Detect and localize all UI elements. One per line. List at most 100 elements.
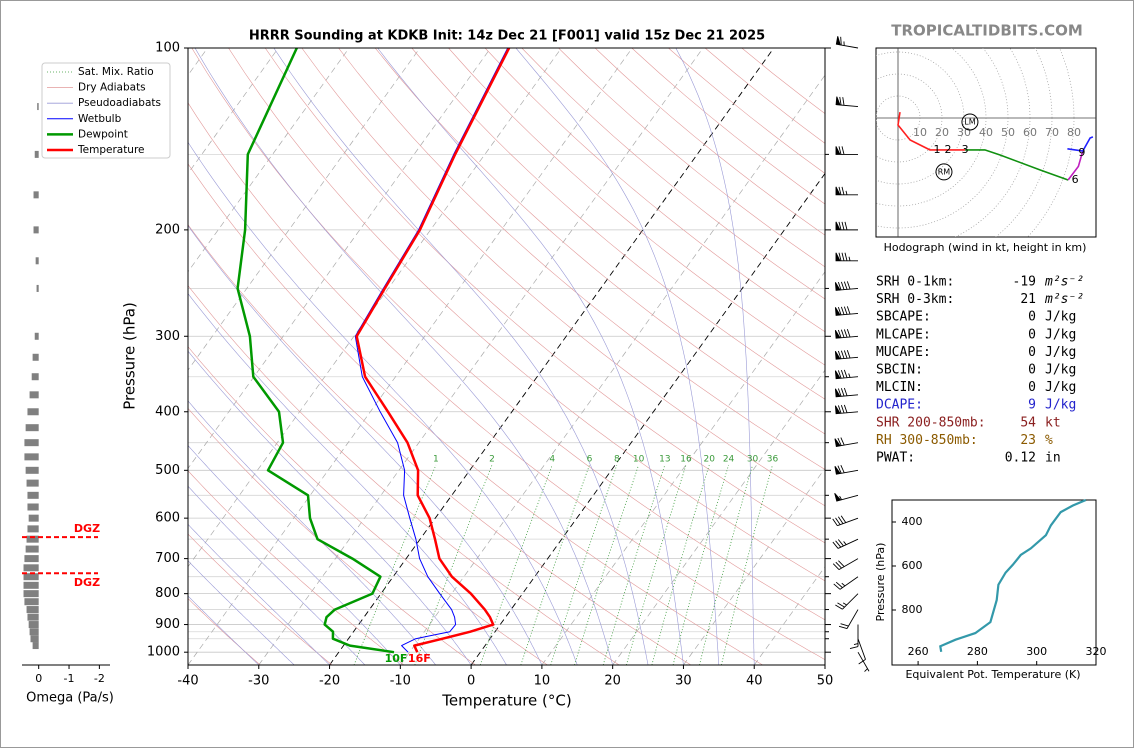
omega-tick-label: 0 bbox=[35, 672, 42, 685]
omega-bar bbox=[29, 628, 39, 636]
index-value: 0 bbox=[1028, 345, 1036, 360]
surface-temperature-label: 16F bbox=[408, 652, 431, 665]
dry-adiabat bbox=[338, 48, 825, 470]
y-tick-label: 400 bbox=[155, 404, 180, 419]
theta-e-x-tick-label: 300 bbox=[1026, 645, 1047, 658]
theta-e-frame bbox=[891, 499, 1097, 666]
wind-barb bbox=[834, 306, 859, 316]
omega-bar bbox=[27, 613, 39, 621]
omega-bar bbox=[34, 150, 39, 158]
x-tick-label: -20 bbox=[319, 674, 340, 689]
storm-motion-marker bbox=[935, 163, 953, 181]
dry-adiabat bbox=[188, 533, 333, 665]
wind-barb bbox=[838, 609, 859, 630]
omega-bar bbox=[23, 564, 39, 572]
omega-bar bbox=[24, 453, 39, 461]
index-unit: J/kg bbox=[1045, 345, 1076, 360]
omega-bar bbox=[23, 581, 39, 589]
hodograph-ring bbox=[954, 48, 1031, 237]
theta-e-y-tick-label: 800 bbox=[902, 603, 923, 616]
x-tick-label: -30 bbox=[248, 674, 269, 689]
highlight-isotherm bbox=[470, 172, 825, 665]
mixing-ratio-line bbox=[520, 464, 590, 665]
x-tick-label: 30 bbox=[675, 674, 692, 689]
mixing-ratio-line bbox=[602, 464, 666, 665]
hodograph-frame bbox=[875, 47, 1097, 238]
wind-barb bbox=[849, 624, 859, 649]
y-axis-label: Pressure (hPa) bbox=[121, 302, 139, 410]
theta-e-x-tick-label: 320 bbox=[1086, 645, 1107, 658]
y-tick-label: 500 bbox=[155, 463, 180, 478]
pseudoadiabat bbox=[188, 141, 578, 665]
y-tick-label: 900 bbox=[155, 617, 180, 632]
isotherm bbox=[188, 48, 633, 665]
y-tick-label: 200 bbox=[155, 222, 180, 237]
hodograph-ring-label: 50 bbox=[1001, 126, 1015, 139]
omega-bar bbox=[24, 555, 39, 563]
hodograph-ring-label: 80 bbox=[1067, 126, 1081, 139]
legend-label: Wetbulb bbox=[78, 113, 122, 125]
isotherm bbox=[258, 48, 704, 665]
pseudoadiabat bbox=[188, 523, 330, 665]
x-tick-label: 10 bbox=[534, 674, 551, 689]
index-unit: m²s⁻² bbox=[1044, 292, 1084, 307]
mixing-ratio-line bbox=[721, 464, 773, 665]
legend-label: Temperature bbox=[77, 144, 145, 156]
wind-barb bbox=[834, 281, 859, 291]
chart-title: HRRR Sounding at KDKB Init: 14z Dec 21 [… bbox=[249, 29, 765, 44]
x-tick-label: 20 bbox=[604, 674, 621, 689]
pseudoadiabat bbox=[188, 560, 295, 665]
hodograph-ring-label: 20 bbox=[935, 126, 949, 139]
omega-bar bbox=[29, 391, 39, 399]
hodograph-ring-label: 10 bbox=[913, 126, 927, 139]
y-tick-label: 600 bbox=[155, 511, 180, 526]
hodograph-trace bbox=[897, 111, 966, 151]
wind-barb bbox=[835, 36, 859, 49]
mixing-ratio-label: 13 bbox=[659, 455, 670, 465]
isotherm bbox=[188, 48, 491, 469]
hodograph-ring bbox=[876, 73, 943, 163]
index-value: 0 bbox=[1028, 310, 1036, 325]
mixing-ratio-label: 2 bbox=[489, 455, 495, 465]
pseudoadiabat bbox=[377, 48, 684, 665]
mixing-ratio-line bbox=[699, 464, 753, 665]
index-label: SBCIN: bbox=[876, 363, 923, 378]
dry-adiabat bbox=[188, 163, 763, 665]
index-value: 54 bbox=[1020, 415, 1036, 430]
index-label: RH 300-850mb: bbox=[876, 433, 978, 448]
pseudoadiabat bbox=[188, 400, 436, 665]
index-value: 0 bbox=[1028, 327, 1036, 342]
index-label: SHR 200-850mb: bbox=[876, 415, 986, 430]
dry-adiabat bbox=[374, 48, 825, 435]
x-tick-label: 40 bbox=[746, 674, 763, 689]
profile-line bbox=[355, 48, 511, 653]
index-value: 0 bbox=[1028, 363, 1036, 378]
isotherm bbox=[188, 48, 562, 568]
omega-bar bbox=[32, 353, 39, 361]
index-label: SRH 0-3km: bbox=[876, 292, 954, 307]
hodograph-ring bbox=[876, 48, 1009, 229]
dry-adiabat bbox=[521, 48, 825, 300]
theta-e-y-tick-label: 600 bbox=[902, 559, 923, 572]
index-label: MLCAPE: bbox=[876, 327, 931, 342]
dry-adiabat bbox=[301, 48, 825, 507]
mixing-ratio-line bbox=[672, 464, 729, 665]
wind-barb bbox=[857, 638, 866, 665]
wind-barb bbox=[834, 350, 859, 360]
omega-bar bbox=[26, 606, 39, 614]
hodograph-ring bbox=[995, 48, 1053, 237]
mixing-ratio-label: 10 bbox=[633, 455, 645, 465]
wind-barb bbox=[832, 558, 859, 570]
index-value: 21 bbox=[1020, 292, 1036, 307]
pseudoadiabat bbox=[675, 48, 755, 665]
omega-tick-label: -1 bbox=[64, 672, 75, 685]
height-label: 6 bbox=[1072, 173, 1079, 186]
index-unit: kt bbox=[1045, 415, 1061, 430]
dgz-label: DGZ bbox=[74, 522, 100, 535]
dry-adiabat bbox=[411, 48, 825, 400]
isotherm bbox=[400, 74, 825, 665]
omega-bar bbox=[23, 573, 39, 581]
